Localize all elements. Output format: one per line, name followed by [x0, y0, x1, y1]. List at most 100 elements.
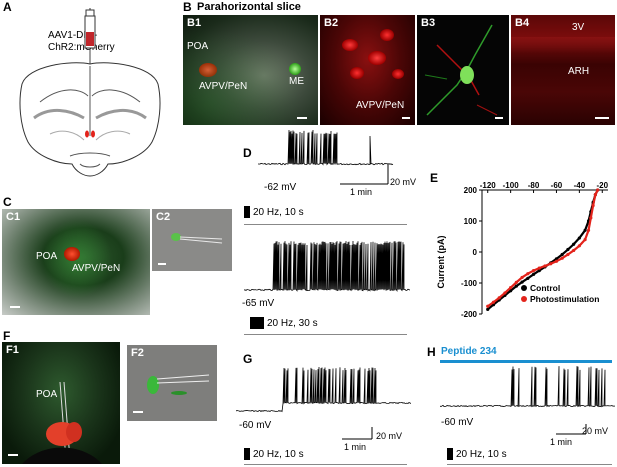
- x-tick-label: -20: [596, 181, 608, 190]
- data-point: [520, 275, 524, 280]
- data-point: [549, 262, 553, 266]
- scale-bar: [402, 117, 410, 119]
- data-point: [593, 193, 597, 197]
- injection-label: AAV1-DIO-ChR2:mCherry: [48, 30, 115, 53]
- data-point: [589, 216, 593, 220]
- g-scale-t: 1 min: [344, 442, 367, 452]
- image-b3: B3: [417, 15, 509, 125]
- scale-bar: [133, 411, 143, 413]
- g-vm-label: -60 mV: [239, 420, 272, 431]
- data-point: [572, 242, 576, 246]
- x-tick-label: -80: [528, 181, 540, 190]
- c1-poa-label: POA: [36, 251, 58, 262]
- baseline: [447, 464, 612, 465]
- data-point: [586, 228, 591, 232]
- b4-arh-label: ARH: [568, 66, 590, 77]
- g-stim-label: 20 Hz, 10 s: [253, 449, 304, 460]
- panel-label-c: C: [3, 195, 12, 209]
- y-tick-label: 0: [473, 248, 478, 257]
- y-tick-label: 100: [464, 217, 478, 226]
- trace-h: [440, 366, 615, 435]
- data-point: [486, 304, 490, 308]
- x-tick-label: -60: [551, 181, 563, 190]
- panel-b-title: Parahorizontal slice: [197, 1, 301, 13]
- data-point: [503, 291, 507, 295]
- data-point: [543, 264, 547, 268]
- b2-avpv-label: AVPV/PeN: [356, 100, 405, 111]
- h-vm-label: -60 mV: [441, 417, 474, 428]
- d1-scale-t: 1 min: [350, 187, 373, 197]
- stim-bar: [250, 317, 264, 329]
- panel-label-e: E: [430, 171, 439, 185]
- scale-bar: [8, 454, 18, 456]
- data-point: [583, 238, 587, 242]
- f2-label: F2: [131, 347, 144, 359]
- h-scale-t: 1 min: [550, 437, 573, 447]
- data-point: [491, 300, 496, 304]
- data-point: [537, 266, 541, 270]
- y-tick-label: -100: [461, 279, 478, 288]
- image-b1: B1 POA AVPV/PeN ME: [183, 15, 318, 125]
- baseline: [244, 224, 407, 225]
- data-point: [583, 228, 587, 232]
- data-point: [509, 286, 513, 290]
- data-point: [531, 269, 536, 273]
- panel-label-b: B: [183, 0, 192, 14]
- data-point: [591, 203, 595, 208]
- y-tick-label: 200: [464, 186, 478, 195]
- h-scale-v: 20 mV: [582, 426, 609, 436]
- b1-avpv-label: AVPV/PeN: [199, 81, 248, 92]
- b4-3v-label: 3V: [572, 22, 585, 33]
- image-c1: C1 POA AVPV/PeN: [2, 209, 150, 315]
- baseline: [244, 334, 407, 335]
- f1-poa-label: POA: [36, 389, 58, 400]
- data-point: [566, 252, 570, 257]
- brain-diagram: [19, 8, 161, 177]
- d1-scale-v: 20 mV: [390, 177, 417, 187]
- scale-bar: [595, 117, 609, 119]
- b2-label: B2: [324, 17, 339, 29]
- x-tick-label: -100: [503, 181, 520, 190]
- data-point: [520, 280, 524, 284]
- b1-label: B1: [187, 17, 202, 29]
- b1-me-label: ME: [289, 76, 304, 87]
- b1-poa-label: POA: [187, 41, 209, 52]
- data-point: [572, 248, 576, 253]
- image-b4: B4 3V ARH: [511, 15, 615, 125]
- x-tick-label: -120: [480, 181, 497, 190]
- baseline: [244, 464, 407, 465]
- scale-bar: [297, 117, 307, 119]
- trace-d1: [258, 130, 394, 185]
- data-point: [509, 289, 513, 293]
- stim-bar: [244, 206, 250, 218]
- iv-chart: -120-100-80-60-40-202001000-100-200Volta…: [436, 181, 609, 319]
- panel-label-h: H: [427, 345, 436, 359]
- image-c2: C2: [152, 209, 232, 271]
- h-stim-label: 20 Hz, 10 s: [456, 449, 507, 460]
- trace-d2: [244, 240, 410, 292]
- legend-label: Control: [530, 283, 560, 293]
- data-point: [566, 247, 570, 252]
- legend-label: Photostimulation: [530, 294, 599, 304]
- c2-label: C2: [156, 211, 171, 223]
- legend-marker: [521, 285, 527, 291]
- legend-marker: [521, 296, 527, 302]
- image-f2: F2: [127, 345, 217, 421]
- data-point: [554, 259, 559, 263]
- data-point: [514, 280, 518, 284]
- f1-label: F1: [6, 344, 19, 356]
- peptide-bar: [440, 360, 612, 363]
- stim-bar: [244, 448, 250, 460]
- d1-vm-label: -62 mV: [264, 182, 297, 193]
- scale-bar: [158, 263, 166, 265]
- stim-bar: [447, 448, 453, 460]
- c1-avpv-label: AVPV/PeN: [72, 263, 121, 274]
- d2-vm-label: -65 mV: [242, 298, 275, 309]
- peptide-label: Peptide 234: [441, 346, 497, 357]
- panel-label-f: F: [3, 329, 11, 343]
- panel-label-g: G: [243, 352, 253, 366]
- d2-stim-label: 20 Hz, 30 s: [267, 318, 318, 329]
- b3-label: B3: [421, 17, 436, 29]
- scale-bar: [10, 306, 20, 308]
- x-tick-label: -40: [574, 181, 586, 190]
